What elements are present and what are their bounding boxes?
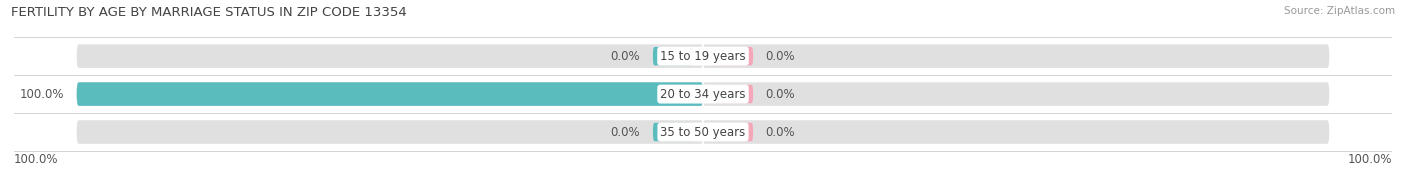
Text: 0.0%: 0.0% xyxy=(766,50,796,63)
Text: 20 to 34 years: 20 to 34 years xyxy=(661,88,745,101)
FancyBboxPatch shape xyxy=(77,82,703,106)
Text: FERTILITY BY AGE BY MARRIAGE STATUS IN ZIP CODE 13354: FERTILITY BY AGE BY MARRIAGE STATUS IN Z… xyxy=(11,6,406,19)
Text: 0.0%: 0.0% xyxy=(766,125,796,139)
FancyBboxPatch shape xyxy=(652,123,693,141)
Text: 0.0%: 0.0% xyxy=(610,50,640,63)
Text: 100.0%: 100.0% xyxy=(1347,153,1392,166)
FancyBboxPatch shape xyxy=(77,44,703,68)
FancyBboxPatch shape xyxy=(703,82,1329,106)
Text: 35 to 50 years: 35 to 50 years xyxy=(661,125,745,139)
FancyBboxPatch shape xyxy=(703,44,1329,68)
FancyBboxPatch shape xyxy=(713,123,754,141)
FancyBboxPatch shape xyxy=(703,120,1329,144)
FancyBboxPatch shape xyxy=(713,47,754,65)
Text: 0.0%: 0.0% xyxy=(610,125,640,139)
FancyBboxPatch shape xyxy=(713,85,754,103)
Text: 15 to 19 years: 15 to 19 years xyxy=(661,50,745,63)
Text: 0.0%: 0.0% xyxy=(766,88,796,101)
FancyBboxPatch shape xyxy=(652,85,693,103)
FancyBboxPatch shape xyxy=(652,47,693,65)
Text: 100.0%: 100.0% xyxy=(14,153,59,166)
FancyBboxPatch shape xyxy=(77,120,703,144)
Text: 100.0%: 100.0% xyxy=(20,88,65,101)
FancyBboxPatch shape xyxy=(77,82,703,106)
Text: Source: ZipAtlas.com: Source: ZipAtlas.com xyxy=(1284,6,1395,16)
